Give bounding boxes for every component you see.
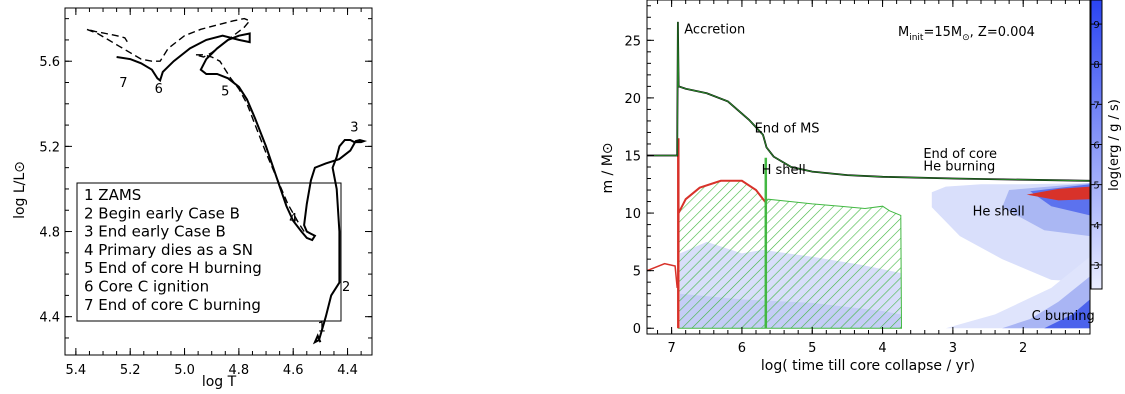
hr-legend-box bbox=[76, 182, 342, 322]
hr-point-label: 2 bbox=[342, 280, 350, 295]
kip-x-tick-label: 4 bbox=[878, 341, 886, 356]
kip-y-tick-label: 5 bbox=[633, 265, 641, 280]
param-sub: init bbox=[909, 33, 924, 43]
hr-legend-entry: 4 Primary dies as a SN bbox=[84, 241, 253, 259]
hr-y-tick-label: 4.8 bbox=[39, 226, 60, 241]
colorbar-tick-label: 3 bbox=[1093, 261, 1099, 272]
hr-y-tick-label: 5.6 bbox=[39, 55, 60, 70]
colorbar-tick-label: 7 bbox=[1093, 100, 1099, 111]
colorbar-tick-label: 8 bbox=[1093, 60, 1099, 71]
c-burning-shade-mid bbox=[1002, 276, 1090, 329]
kip-annotation: Accretion bbox=[684, 22, 745, 37]
colorbar-tick-label: 6 bbox=[1093, 141, 1099, 152]
hr-point-label: 3 bbox=[350, 120, 358, 135]
hr-legend-entry: 6 Core C ignition bbox=[84, 278, 209, 296]
param-tail: , Z=0.004 bbox=[970, 25, 1035, 40]
hr-legend-entry: 1 ZAMS bbox=[84, 186, 141, 204]
kip-annotation: He burning bbox=[923, 159, 995, 174]
kip-x-tick-label: 5 bbox=[808, 341, 816, 356]
kip-annotation: End of MS bbox=[755, 121, 820, 136]
kip-annotation: He shell bbox=[973, 204, 1025, 219]
colorbar bbox=[1091, 0, 1102, 289]
hr-x-tick-label: 4.4 bbox=[337, 363, 358, 378]
kippenhahn-regions bbox=[647, 21, 1090, 329]
kip-x-tick-label: 6 bbox=[738, 341, 746, 356]
hr-legend-entry: 2 Begin early Case B bbox=[84, 204, 240, 222]
kip-y-tick-label: 10 bbox=[624, 207, 641, 222]
convective-core-hatch bbox=[678, 180, 903, 329]
kip-x-tick-label: 2 bbox=[1019, 341, 1027, 356]
kip-y-tick-label: 25 bbox=[624, 34, 641, 49]
hr-legend-entry: 3 End early Case B bbox=[84, 223, 226, 241]
colorbar-tick-label: 9 bbox=[1093, 20, 1099, 31]
hr-x-ticks: 5.4 5.2 5.0 4.8 4.6 4.4 bbox=[66, 8, 362, 378]
hr-legend-entry: 5 End of core H burning bbox=[84, 259, 262, 277]
model-parameters: Minit=15M⊙, Z=0.004 bbox=[898, 25, 1035, 43]
colorbar-ticks: 3 4 5 6 7 8 9 bbox=[1091, 20, 1102, 272]
hr-point-label: 4 bbox=[289, 212, 297, 227]
hr-point-labels: 1 2 3 4 5 6 7 bbox=[119, 76, 358, 336]
kip-x-ticks: 7 6 5 4 3 2 bbox=[657, 0, 1080, 356]
hr-track-dashed bbox=[86, 17, 305, 232]
kip-annotation: End of core bbox=[923, 147, 997, 162]
kip-y-ticks: 0 5 10 15 20 25 bbox=[624, 5, 654, 337]
kippenhahn-panel: 7 6 5 4 3 2 0 5 10 15 20 25 Accretion End of MS End … bbox=[600, 0, 1122, 374]
hr-y-tick-label: 4.4 bbox=[39, 311, 60, 326]
kip-x-tick-label: 7 bbox=[667, 341, 675, 356]
hr-legend-entry: 7 End of core C burning bbox=[84, 296, 261, 314]
kip-annotation: C burning bbox=[1032, 309, 1095, 324]
total-mass-line bbox=[647, 21, 1090, 182]
hr-x-tick-label: 5.4 bbox=[66, 363, 87, 378]
hr-tracks bbox=[86, 17, 368, 345]
param-rest: =15M bbox=[923, 25, 962, 40]
hr-plot-frame bbox=[64, 7, 373, 356]
c-burning-shade-inner bbox=[1044, 299, 1090, 329]
hr-x-axis-label: log T bbox=[202, 374, 237, 390]
kip-x-tick-label: 3 bbox=[949, 341, 957, 356]
he-shell-convective bbox=[1026, 186, 1090, 201]
kip-annotation: H shell bbox=[762, 163, 806, 178]
kip-y-tick-label: 15 bbox=[624, 149, 641, 164]
kip-x-axis-label: log( time till core collapse / yr) bbox=[761, 358, 975, 374]
colorbar-tick-label: 5 bbox=[1093, 181, 1099, 192]
hr-point-label: 7 bbox=[119, 76, 127, 91]
hr-point-label: 6 bbox=[155, 82, 163, 97]
hr-track-solid bbox=[116, 32, 368, 345]
hr-x-tick-label: 5.0 bbox=[174, 363, 195, 378]
hr-x-tick-label: 4.6 bbox=[283, 363, 304, 378]
param-m: M bbox=[898, 25, 909, 40]
hr-y-axis-label: log L/L⊙ bbox=[12, 161, 28, 219]
hr-y-ticks: 4.4 4.8 5.2 5.6 bbox=[39, 18, 372, 339]
hr-point-label: 5 bbox=[221, 84, 229, 99]
kip-y-tick-label: 0 bbox=[633, 322, 641, 337]
convective-core-red-edge bbox=[677, 179, 767, 214]
hr-x-tick-label: 5.2 bbox=[120, 363, 141, 378]
kip-y-tick-label: 20 bbox=[624, 92, 641, 107]
colorbar-tick-label: 4 bbox=[1093, 221, 1099, 232]
kip-y-axis-label: m / M⊙ bbox=[600, 142, 616, 193]
hr-x-tick-label: 4.8 bbox=[229, 363, 250, 378]
colorbar-label: log(erg / g / s) bbox=[1107, 99, 1122, 191]
hr-point-label: 1 bbox=[318, 321, 326, 336]
hr-diagram-panel: 5.4 5.2 5.0 4.8 4.6 4.4 4.4 4.8 5.2 5.6 1 2 3 4 5 6 7 … bbox=[12, 7, 373, 390]
total-mass-line-green bbox=[647, 21, 1090, 182]
early-convective-zone bbox=[647, 262, 678, 288]
hr-y-tick-label: 5.2 bbox=[39, 140, 60, 155]
